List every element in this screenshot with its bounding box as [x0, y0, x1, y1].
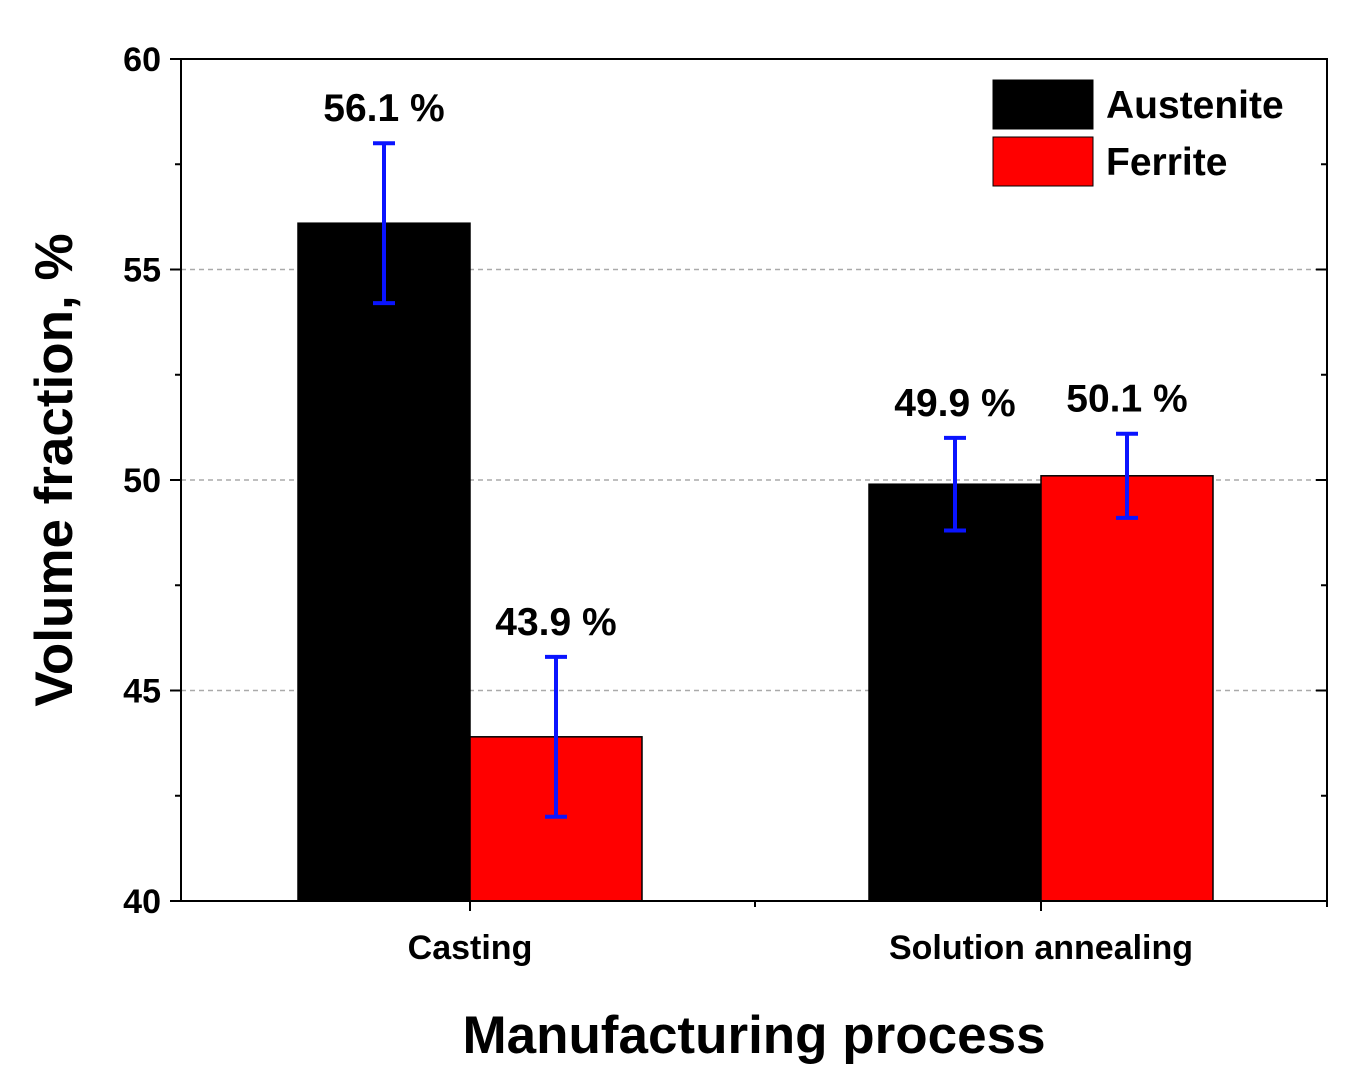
- legend-label-ferrite: Ferrite: [1106, 141, 1227, 184]
- data-labels: 56.1 % 43.9 % 49.9 % 50.1 %: [323, 87, 1187, 644]
- bar-ferrite: [1040, 475, 1214, 902]
- y-tick-label: 45: [123, 673, 161, 711]
- legend-swatch-austenite: [992, 79, 1094, 130]
- bar-austenite: [868, 483, 1042, 902]
- error-bars: [373, 141, 1138, 819]
- data-label: 50.1 %: [1066, 378, 1187, 421]
- legend-swatch-ferrite: [992, 136, 1094, 187]
- x-tick-label: Solution annealing: [889, 929, 1193, 967]
- x-axis-title: Manufacturing process: [462, 1006, 1045, 1065]
- legend-label-austenite: Austenite: [1106, 84, 1284, 127]
- y-tick-label: 55: [123, 252, 161, 290]
- y-tick-label: 50: [123, 462, 161, 500]
- y-axis-title: Volume fraction, %: [25, 233, 84, 706]
- x-tick-label: Casting: [408, 929, 533, 967]
- data-label: 56.1 %: [323, 87, 444, 130]
- data-label: 49.9 %: [894, 382, 1015, 425]
- legend: Austenite Ferrite: [992, 79, 1284, 187]
- data-label: 43.9 %: [495, 601, 616, 644]
- bar-austenite: [297, 222, 471, 902]
- bars: [297, 222, 1214, 902]
- axis-ticks: 40 45 50 55 60 Casting Solution annealing: [123, 41, 1328, 967]
- y-tick-label: 40: [123, 883, 161, 921]
- y-tick-label: 60: [123, 41, 161, 79]
